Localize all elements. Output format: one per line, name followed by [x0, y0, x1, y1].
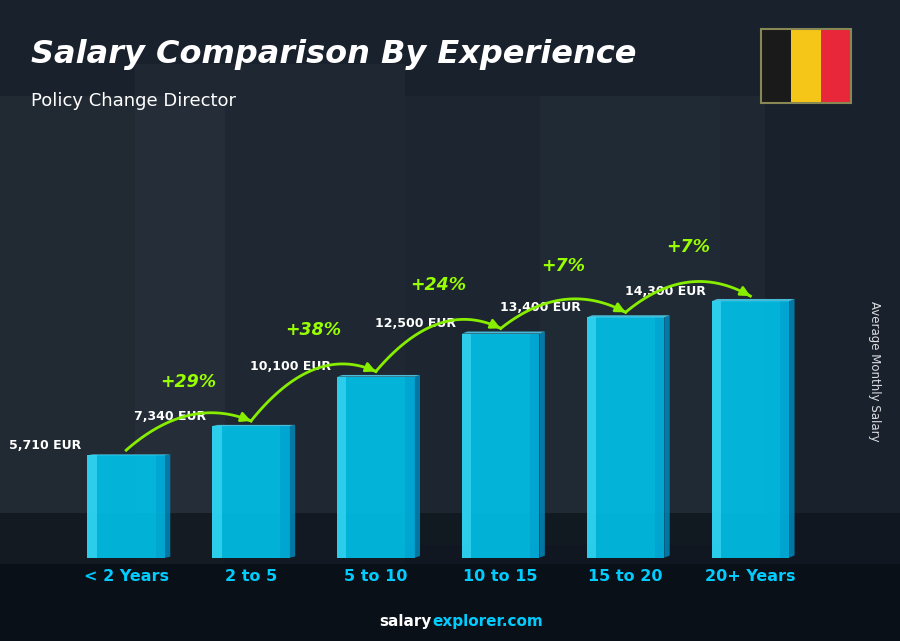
Polygon shape: [462, 333, 472, 558]
Polygon shape: [290, 425, 295, 558]
Text: +24%: +24%: [410, 276, 466, 294]
Polygon shape: [462, 333, 539, 558]
Bar: [0, 564, 900, 641]
Polygon shape: [165, 454, 170, 558]
Polygon shape: [712, 301, 789, 558]
Polygon shape: [212, 425, 295, 426]
Bar: [135, 64, 405, 609]
Polygon shape: [212, 426, 221, 558]
Bar: [821, 29, 850, 103]
Bar: [790, 29, 821, 103]
Text: 13,400 EUR: 13,400 EUR: [500, 301, 580, 314]
Text: +29%: +29%: [160, 374, 217, 392]
Text: 12,500 EUR: 12,500 EUR: [374, 317, 455, 331]
Text: 5,710 EUR: 5,710 EUR: [9, 439, 81, 452]
Polygon shape: [539, 331, 544, 558]
Polygon shape: [530, 333, 539, 558]
Polygon shape: [338, 376, 415, 558]
Polygon shape: [655, 317, 664, 558]
Text: 14,300 EUR: 14,300 EUR: [625, 285, 706, 298]
Bar: [0, 96, 225, 577]
Polygon shape: [415, 375, 420, 558]
Polygon shape: [212, 426, 290, 558]
Polygon shape: [405, 376, 415, 558]
Polygon shape: [789, 299, 795, 558]
Bar: [760, 29, 790, 103]
Text: 7,340 EUR: 7,340 EUR: [134, 410, 206, 423]
Polygon shape: [87, 455, 96, 558]
Bar: [0, 513, 900, 641]
Polygon shape: [338, 376, 346, 558]
Text: 10,100 EUR: 10,100 EUR: [250, 360, 331, 374]
Text: Salary Comparison By Experience: Salary Comparison By Experience: [31, 40, 636, 71]
Polygon shape: [664, 315, 670, 558]
Polygon shape: [587, 315, 670, 317]
Polygon shape: [462, 331, 544, 333]
Polygon shape: [587, 317, 664, 558]
Polygon shape: [338, 375, 420, 376]
Polygon shape: [712, 299, 795, 301]
Polygon shape: [587, 317, 596, 558]
Text: +7%: +7%: [541, 257, 585, 275]
Polygon shape: [87, 454, 170, 455]
Text: +7%: +7%: [666, 238, 710, 256]
Text: salary: salary: [380, 615, 432, 629]
Bar: [540, 96, 765, 513]
Polygon shape: [281, 426, 290, 558]
Text: Average Monthly Salary: Average Monthly Salary: [868, 301, 881, 442]
Polygon shape: [779, 301, 789, 558]
Polygon shape: [156, 455, 165, 558]
Text: +38%: +38%: [285, 321, 341, 339]
Polygon shape: [87, 455, 165, 558]
Text: explorer.com: explorer.com: [432, 615, 543, 629]
Text: Policy Change Director: Policy Change Director: [31, 92, 236, 110]
Polygon shape: [712, 301, 721, 558]
Bar: [405, 96, 720, 545]
